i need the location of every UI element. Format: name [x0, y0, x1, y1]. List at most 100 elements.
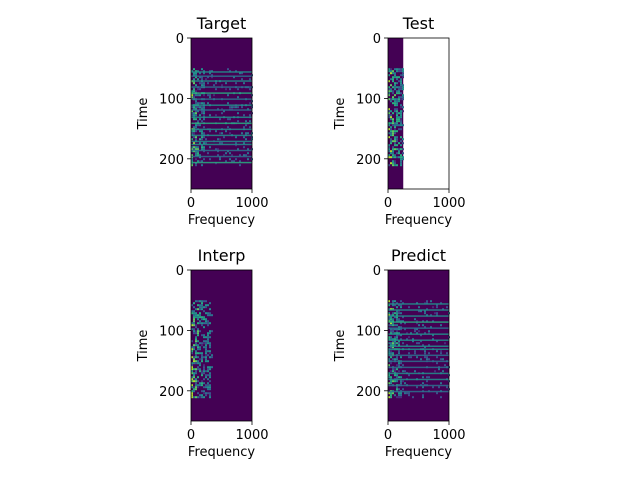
heatmap-cell — [396, 374, 398, 377]
heatmap-cell — [392, 320, 394, 323]
heatmap-cell — [249, 120, 251, 123]
heatmap-cell — [245, 138, 247, 141]
heatmap-cell — [398, 86, 400, 89]
heatmap-cell — [203, 334, 205, 337]
heatmap-cell — [396, 386, 398, 389]
heatmap-cell — [428, 330, 430, 333]
heatmap-cell — [205, 352, 207, 355]
band-line — [388, 327, 449, 329]
heatmap-cell — [390, 98, 392, 101]
heatmap-cell — [426, 320, 428, 323]
heatmap-cell — [436, 392, 438, 395]
heatmap-cell — [219, 118, 221, 121]
heatmap-cell — [398, 150, 400, 153]
heatmap-cell — [424, 332, 426, 335]
heatmap-cell — [193, 310, 195, 313]
heatmap-cell — [388, 112, 390, 115]
heatmap-cell — [392, 132, 394, 135]
band-line — [191, 161, 252, 164]
heatmap-cell — [199, 358, 201, 361]
heatmap-cell — [241, 106, 243, 109]
heatmap-cell — [394, 138, 396, 141]
heatmap-cell — [412, 338, 414, 341]
heatmap-cell — [209, 308, 211, 311]
heatmap-cell — [205, 358, 207, 361]
heatmap-cell — [193, 346, 195, 349]
heatmap-cell — [420, 334, 422, 337]
heatmap-cell — [388, 352, 390, 355]
heatmap-cell — [400, 162, 402, 165]
heatmap-cell — [197, 344, 199, 347]
heatmap-cell — [191, 146, 193, 149]
heatmap-cell — [207, 338, 209, 341]
heatmap-cell — [199, 314, 201, 317]
heatmap-cell — [201, 78, 203, 81]
heatmap-cell — [400, 98, 402, 101]
heatmap-cell — [191, 364, 193, 367]
heatmap-cell — [243, 154, 245, 157]
heatmap-cell — [203, 126, 205, 129]
heatmap-cell — [388, 364, 390, 367]
heatmap-cell — [191, 362, 193, 365]
heatmap-cell — [422, 394, 424, 397]
heatmap-cell — [392, 76, 394, 79]
heatmap-cell — [201, 396, 203, 399]
heatmap-cell — [402, 72, 404, 75]
heatmap-cell — [209, 314, 211, 317]
heatmap-cell — [197, 362, 199, 365]
heatmap-cell — [388, 144, 390, 147]
heatmap-cell — [221, 132, 223, 135]
heatmap-cell — [209, 368, 211, 371]
heatmap-cell — [392, 90, 394, 93]
heatmap-cell — [392, 154, 394, 157]
heatmap-cell — [209, 374, 211, 377]
heatmap-cell — [203, 386, 205, 389]
heatmap-cell — [191, 322, 193, 325]
heatmap-cell — [396, 328, 398, 331]
heatmap-cell — [199, 316, 201, 319]
heatmap-cell — [193, 378, 195, 381]
x-tick-label: 0 — [384, 428, 392, 443]
heatmap-cell — [392, 322, 394, 325]
heatmap-cell — [205, 142, 207, 145]
heatmap-cell — [400, 92, 402, 95]
heatmap-cell — [434, 312, 436, 315]
heatmap-cell — [402, 124, 404, 127]
band-line — [191, 116, 252, 119]
heatmap-cell — [394, 324, 396, 327]
heatmap-cell — [195, 114, 197, 117]
heatmap-cell — [390, 362, 392, 365]
heatmap-cell — [201, 342, 203, 345]
heatmap-cell — [392, 300, 394, 303]
heatmap-cell — [193, 374, 195, 377]
heatmap-cell — [205, 306, 207, 309]
heatmap-cell — [390, 72, 392, 75]
heatmap-cell — [239, 160, 241, 163]
heatmap-cell — [402, 364, 404, 367]
heatmap-cell — [193, 348, 195, 351]
heatmap-cell — [205, 344, 207, 347]
heatmap-cell — [197, 148, 199, 151]
heatmap-cell — [237, 96, 239, 99]
heatmap-cell — [191, 304, 193, 307]
heatmap-cell — [195, 316, 197, 319]
heatmap-cell — [398, 124, 400, 127]
heatmap-cell — [394, 126, 396, 129]
heatmap-cell — [229, 118, 231, 121]
heatmap-cell — [402, 70, 404, 73]
heatmap-cell — [426, 314, 428, 317]
heatmap-cell — [193, 344, 195, 347]
heatmap-cell — [223, 110, 225, 113]
heatmap-cell — [400, 376, 402, 379]
heatmap-cell — [203, 84, 205, 87]
heatmap-cell — [193, 114, 195, 117]
heatmap-cell — [408, 352, 410, 355]
heatmap-cell — [191, 310, 193, 313]
heatmap-cell — [398, 156, 400, 159]
heatmap-cell — [197, 376, 199, 379]
heatmap-cell — [205, 384, 207, 387]
heatmap-cell — [398, 304, 400, 307]
heatmap-cell — [195, 352, 197, 355]
heatmap-cell — [390, 90, 392, 93]
heatmap-cell — [400, 128, 402, 131]
